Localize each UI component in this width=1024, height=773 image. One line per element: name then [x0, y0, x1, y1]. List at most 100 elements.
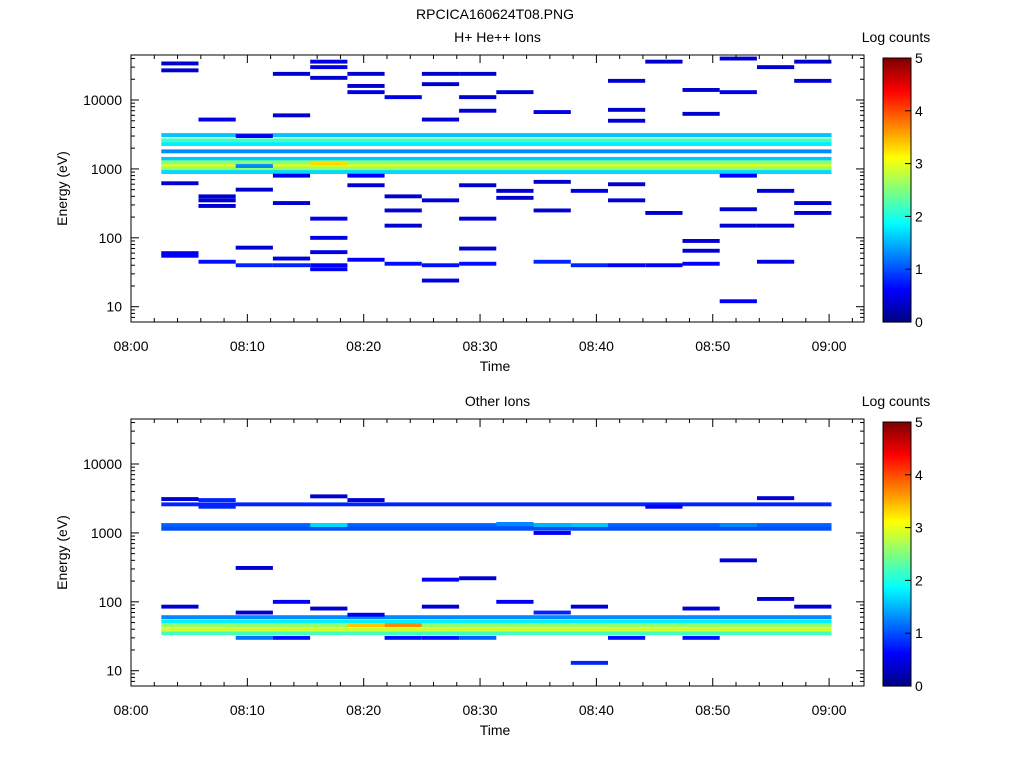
colorbar-segment — [883, 589, 911, 592]
spectrogram-cell — [161, 526, 832, 531]
colorbar-segment — [883, 291, 911, 294]
colorbar-segment — [883, 661, 911, 665]
colorbar-segment — [883, 313, 911, 316]
colorbar: 0 1 2 3 4 5 Log counts — [862, 393, 931, 694]
colorbar-segment — [883, 273, 911, 277]
spectrogram-cell — [794, 59, 832, 64]
colorbar-segment — [883, 659, 911, 663]
spectrogram-cell — [198, 198, 236, 203]
spectrogram-cell — [161, 160, 832, 165]
colorbar-segment — [883, 267, 911, 270]
colorbar-segment — [883, 617, 911, 621]
colorbar-segment — [883, 611, 911, 614]
colorbar-segment — [883, 181, 911, 184]
spectrogram-cell — [161, 619, 832, 624]
spectrogram-cell — [608, 118, 646, 123]
spectrogram-cell — [161, 133, 832, 137]
colorbar-segment — [883, 236, 911, 239]
spectrogram-cell — [496, 522, 534, 526]
spectrogram-cell — [533, 523, 571, 527]
colorbar-segment — [883, 73, 911, 77]
colorbar-segment — [883, 311, 911, 314]
spectrogram-cell — [272, 263, 311, 268]
spectrogram-cell — [310, 216, 348, 221]
colorbar-segment — [883, 639, 911, 643]
spectrogram-cell — [794, 201, 832, 205]
spectrogram-cell — [272, 71, 311, 76]
colorbar-segment — [883, 256, 911, 259]
spectrogram-cell — [719, 173, 757, 178]
colorbar-segment — [883, 516, 911, 520]
colorbar-segment — [883, 113, 911, 116]
spectrogram-cell — [645, 211, 683, 215]
colorbar-segment — [883, 507, 911, 511]
colorbar-segment — [883, 80, 911, 83]
colorbar-segment — [883, 631, 911, 634]
spectrogram-cell — [198, 504, 236, 509]
colorbar-segment — [883, 547, 911, 551]
x-tick-label: 08:30 — [463, 702, 498, 718]
y-tick-label: 100 — [99, 594, 123, 610]
x-tick-label: 09:00 — [812, 702, 847, 718]
spectrogram-cell — [198, 117, 236, 122]
colorbar-segment — [883, 201, 911, 204]
spectrogram-cell — [608, 107, 646, 112]
colorbar-segment — [883, 196, 911, 200]
y-tick-label: 1000 — [91, 161, 122, 177]
spectrogram-cell — [459, 108, 497, 113]
spectrogram-cell — [198, 498, 236, 502]
colorbar-segment — [883, 677, 911, 680]
spectrogram-cell — [161, 251, 199, 256]
spectrogram-cell — [161, 170, 832, 174]
colorbar-segment — [883, 672, 911, 676]
colorbar-segment — [883, 225, 911, 228]
spectrogram-cell — [533, 179, 571, 184]
spectrogram-cell — [161, 68, 199, 73]
colorbar-segment — [883, 426, 911, 430]
colorbar-segment — [883, 108, 911, 112]
colorbar-segment — [883, 260, 911, 264]
colorbar-segment — [883, 459, 911, 463]
colorbar-segment — [883, 218, 911, 222]
spectrogram-cell — [310, 59, 348, 64]
colorbar-segment — [883, 251, 911, 255]
panel-other-ions: Other Ions 08:00 08:10 08:20 08:30 08:40 08:50… — [54, 393, 930, 738]
x-tick-label: 08:20 — [346, 702, 381, 718]
spectrogram-cell — [757, 259, 795, 264]
colorbar-segment — [883, 551, 911, 555]
colorbar-segment — [883, 523, 911, 526]
colorbar-segment — [883, 170, 911, 173]
colorbar-segment — [883, 461, 911, 465]
colorbar-segment — [883, 102, 911, 105]
y-tick-label: 10000 — [83, 92, 122, 108]
colorbar-segment — [883, 84, 911, 88]
colorbar-segment — [883, 86, 911, 90]
x-tick-label: 08:10 — [230, 338, 265, 354]
colorbar-segment — [883, 479, 911, 482]
colorbar-segment — [883, 558, 911, 562]
colorbar-segment — [883, 512, 911, 515]
colorbar-segment — [883, 444, 911, 447]
spectrogram-cell — [161, 167, 832, 171]
spectrogram-cell — [608, 182, 646, 187]
colorbar-segment — [883, 642, 911, 645]
spectrogram-cell — [719, 299, 757, 304]
colorbar-segment — [883, 223, 911, 226]
spectrogram-cell — [272, 201, 311, 205]
spectrogram-cell — [682, 111, 720, 116]
colorbar-segment — [883, 121, 911, 125]
colorbar-segment — [883, 637, 911, 641]
colorbar-tick-label: 3 — [915, 156, 923, 172]
spectrogram-cell — [310, 267, 348, 272]
colorbar-segment — [883, 540, 911, 544]
colorbar-segment — [883, 297, 911, 301]
colorbar-segment — [883, 172, 911, 176]
colorbar-segment — [883, 278, 911, 281]
spectrogram-cell — [161, 149, 832, 154]
spectrogram-cell — [198, 204, 236, 208]
colorbar-segment — [883, 212, 911, 215]
spectrogram-cell — [719, 207, 757, 212]
colorbar-segment — [883, 124, 911, 127]
spectrogram-cell — [384, 95, 422, 100]
